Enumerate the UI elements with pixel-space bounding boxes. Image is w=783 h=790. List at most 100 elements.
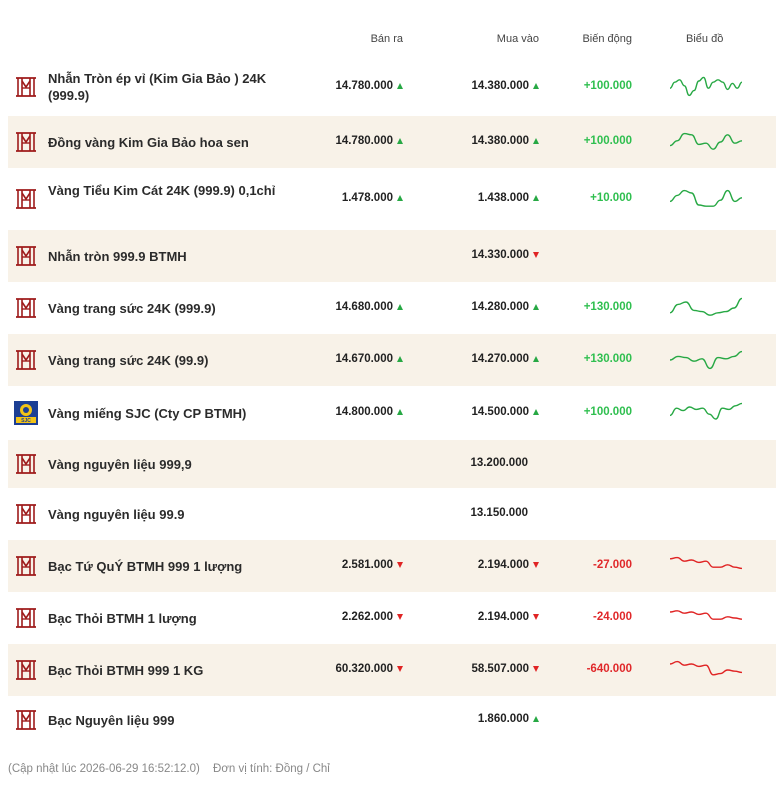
table-row[interactable]: Bạc Thỏi BTMH 999 1 KG 60.320.000 58.507.0…: [8, 644, 776, 696]
sparkline-series: [669, 297, 743, 316]
product-name: Vàng trang sức 24K (99.9): [48, 352, 209, 368]
buy-price-value: 58.507.000: [471, 663, 529, 675]
svg-text:SJC: SJC: [21, 418, 31, 424]
buy-price: 14.380.000: [429, 135, 539, 147]
arrow-up-icon: [397, 82, 403, 89]
change-value: -24.000: [592, 611, 632, 623]
sell-price: 60.320.000: [293, 663, 403, 675]
table-row[interactable]: Vàng trang sức 24K (99.9) 14.670.000 14.27…: [8, 334, 776, 386]
change-value: +100.000: [583, 80, 632, 92]
arrow-down-icon: [397, 665, 403, 672]
table-row[interactable]: SJC Vàng miếng SJC (Cty CP BTMH) 14.800.00…: [8, 386, 776, 440]
btmh-logo: [14, 708, 38, 732]
arrow-down-icon: [533, 665, 539, 672]
sell-price: 14.780.000: [293, 135, 403, 147]
buy-price: 14.500.000: [429, 406, 539, 418]
product-name: Bạc Thỏi BTMH 1 lượng: [48, 610, 197, 626]
table-row[interactable]: Vàng nguyên liệu 999,9 13.200.000: [8, 440, 776, 488]
arrow-down-icon: [397, 613, 403, 620]
chart-column-header: Biểu đồ: [686, 33, 724, 45]
sell-price: 14.800.000: [293, 406, 403, 418]
change-value: +100.000: [583, 406, 632, 418]
product-name: Bạc Tứ QuÝ BTMH 999 1 lượng: [48, 558, 243, 574]
product-name: Nhẫn Tròn ép vỉ (Kim Gia Bảo ) 24K (999.…: [48, 71, 267, 103]
table-header: Bán ra Mua vào Biến động Biểu đồ: [0, 33, 783, 49]
sell-price-value: 60.320.000: [335, 663, 393, 675]
btmh-logo: [14, 452, 38, 476]
buy-price: 14.380.000: [429, 80, 539, 92]
buy-price-value: 14.380.000: [471, 80, 529, 92]
buy-price: 14.280.000: [429, 301, 539, 313]
btmh-logo: [14, 606, 38, 630]
arrow-up-icon: [397, 355, 403, 362]
arrow-up-icon: [533, 137, 539, 144]
sell-price-value: 2.581.000: [341, 559, 393, 571]
sparkline-chart: [669, 350, 743, 370]
btmh-logo: [14, 244, 38, 268]
price-table: Nhẫn Tròn ép vỉ (Kim Gia Bảo ) 24K (999.…: [8, 58, 776, 744]
sparkline-chart: [669, 610, 743, 620]
product-name: Vàng miếng SJC (Cty CP BTMH): [48, 405, 247, 421]
buy-price-value: 14.270.000: [471, 353, 529, 365]
sparkline-series: [669, 660, 743, 676]
updated-timestamp: (Cập nhật lúc 2026-06-29 16:52:12.0): [8, 763, 200, 775]
sell-price: 2.581.000: [293, 559, 403, 571]
btmh-logo: [14, 130, 38, 154]
sparkline-chart: [669, 660, 743, 676]
sell-price-value: 14.680.000: [335, 301, 393, 313]
sparkline-series: [669, 76, 743, 97]
arrow-up-icon: [533, 194, 539, 201]
buy-price-value: 1.438.000: [477, 192, 529, 204]
change-value: -640.000: [586, 663, 632, 675]
table-row[interactable]: Bạc Tứ QuÝ BTMH 999 1 lượng 2.581.000 2.19…: [8, 540, 776, 592]
arrow-down-icon: [533, 561, 539, 568]
buy-price: 14.330.000: [429, 249, 539, 261]
arrow-up-icon: [397, 137, 403, 144]
product-name: Vàng nguyên liệu 99.9: [48, 506, 185, 522]
change-value: +100.000: [583, 135, 632, 147]
btmh-logo: [14, 187, 38, 211]
buy-price: 1.860.000: [429, 713, 539, 725]
product-name: Vàng trang sức 24K (999.9): [48, 300, 216, 316]
arrow-up-icon: [533, 715, 539, 722]
buy-price-value: 13.200.000: [470, 457, 528, 469]
table-row[interactable]: Vàng nguyên liệu 99.9 13.150.000: [8, 488, 776, 540]
arrow-up-icon: [533, 355, 539, 362]
sparkline-series: [669, 556, 743, 570]
product-name: Bạc Thỏi BTMH 999 1 KG: [48, 662, 204, 678]
table-row[interactable]: Vàng trang sức 24K (999.9) 14.680.000 14.2…: [8, 282, 776, 334]
sell-price: 14.670.000: [293, 353, 403, 365]
buy-price: 1.438.000: [429, 192, 539, 204]
change-value: -27.000: [592, 559, 632, 571]
sell-price: 14.780.000: [293, 80, 403, 92]
sparkline-chart: [669, 402, 743, 420]
btmh-logo: [14, 348, 38, 372]
buy-price-value: 1.860.000: [477, 713, 529, 725]
buy-price: 13.150.000: [429, 507, 539, 519]
sell-price-value: 14.670.000: [335, 353, 393, 365]
product-name: Vàng nguyên liệu 999,9: [48, 456, 192, 472]
buy-price-value: 14.280.000: [471, 301, 529, 313]
sell-price-value: 14.800.000: [335, 406, 393, 418]
sell-price-value: 14.780.000: [335, 80, 393, 92]
table-row[interactable]: Nhẫn tròn 999.9 BTMH 14.330.000: [8, 230, 776, 282]
btmh-logo: [14, 502, 38, 526]
arrow-up-icon: [533, 82, 539, 89]
buy-price-value: 2.194.000: [477, 559, 529, 571]
table-row[interactable]: Bạc Nguyên liệu 999 1.860.000: [8, 696, 776, 744]
sell-column-header: Bán ra: [370, 33, 403, 45]
sell-price-value: 1.478.000: [341, 192, 393, 204]
btmh-logo: [14, 296, 38, 320]
sparkline-series: [669, 610, 743, 620]
table-row[interactable]: Vàng Tiểu Kim Cát 24K (999.9) 0,1chỉ 1.47…: [8, 168, 776, 230]
change-value: +130.000: [583, 301, 632, 313]
arrow-down-icon: [533, 251, 539, 258]
sparkline-series: [669, 189, 743, 207]
buy-price-value: 2.194.000: [477, 611, 529, 623]
footer: (Cập nhật lúc 2026-06-29 16:52:12.0) Đơn…: [8, 763, 340, 775]
table-row[interactable]: Bạc Thỏi BTMH 1 lượng 2.262.000 2.194.000 -…: [8, 592, 776, 644]
sell-price-value: 14.780.000: [335, 135, 393, 147]
arrow-down-icon: [533, 613, 539, 620]
table-row[interactable]: Nhẫn Tròn ép vỉ (Kim Gia Bảo ) 24K (999.…: [8, 58, 776, 116]
table-row[interactable]: Đồng vàng Kim Gia Bảo hoa sen 14.780.000 1…: [8, 116, 776, 168]
